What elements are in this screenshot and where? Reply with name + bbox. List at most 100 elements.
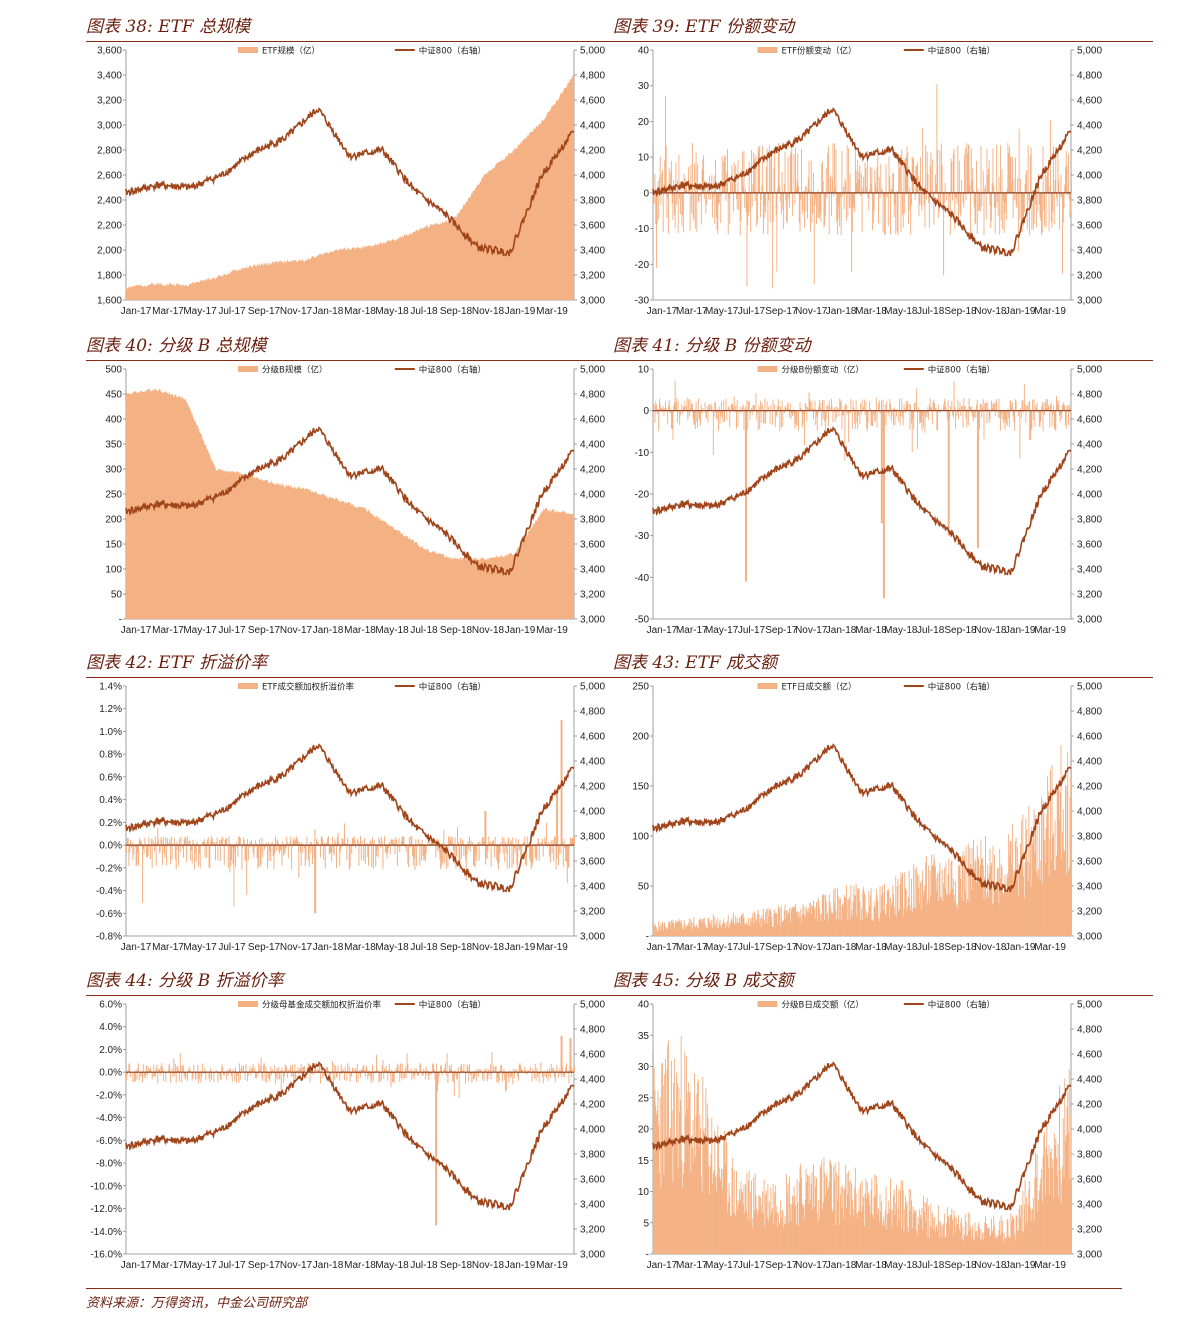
- bar: [479, 1068, 481, 1073]
- bar: [303, 845, 305, 849]
- bar: [817, 1221, 819, 1254]
- bar: [746, 1172, 748, 1254]
- bar: [916, 388, 918, 411]
- x-tick-label: Jan-17: [647, 942, 678, 953]
- bar: [1057, 404, 1059, 411]
- bar: [313, 1072, 315, 1074]
- chart-39-svg: -30-20-100102030403,0003,2003,4003,6003,…: [635, 46, 1103, 318]
- bar: [869, 1205, 871, 1254]
- left-tick-label: 200: [632, 732, 649, 743]
- bar: [1066, 165, 1068, 193]
- bar: [468, 1072, 470, 1082]
- bar: [865, 917, 867, 936]
- bar: [772, 399, 774, 411]
- bar: [549, 1072, 551, 1078]
- bar: [762, 908, 764, 936]
- bar: [784, 904, 786, 936]
- bar: [833, 192, 835, 197]
- bar: [1017, 1230, 1019, 1254]
- bar: [392, 1072, 394, 1082]
- bar: [1025, 1225, 1027, 1254]
- bar: [830, 907, 832, 936]
- bar: [804, 410, 805, 446]
- bar: [715, 924, 717, 936]
- bar: [863, 176, 865, 193]
- bar: [571, 837, 573, 846]
- bar: [1062, 1118, 1064, 1254]
- bar: [286, 1067, 288, 1073]
- bar: [876, 166, 878, 193]
- bar: [202, 1063, 204, 1073]
- bar: [728, 406, 730, 411]
- bar: [774, 410, 776, 427]
- bar: [1017, 1230, 1019, 1254]
- bar: [1004, 1239, 1006, 1254]
- bar: [425, 845, 427, 854]
- bar: [849, 918, 851, 936]
- bar: [430, 836, 432, 846]
- bar: [900, 1180, 902, 1254]
- bar: [1023, 192, 1025, 226]
- bar: [768, 406, 770, 411]
- bar: [730, 922, 731, 936]
- left-tick-label: -0.8%: [96, 932, 122, 943]
- bar: [874, 901, 876, 936]
- bar: [461, 839, 463, 846]
- bar: [957, 145, 959, 193]
- bar: [934, 408, 936, 411]
- bar: [716, 192, 718, 230]
- bar: [780, 1200, 782, 1254]
- bar: [842, 1185, 844, 1254]
- bar: [263, 1063, 265, 1073]
- bar: [709, 1194, 711, 1254]
- bar: [240, 1068, 242, 1073]
- bar: [989, 410, 991, 420]
- bar: [925, 856, 927, 936]
- bar: [783, 1227, 785, 1254]
- bar: [853, 1217, 855, 1254]
- bar: [938, 1220, 940, 1254]
- bar: [747, 1180, 749, 1254]
- bar: [1005, 192, 1007, 220]
- bar: [400, 840, 402, 846]
- bar: [746, 923, 748, 936]
- bar: [828, 1180, 830, 1254]
- left-tick-label: 1,600: [97, 296, 122, 307]
- bar: [691, 142, 693, 193]
- bar: [805, 1168, 807, 1254]
- bar: [749, 1221, 751, 1254]
- bar: [139, 840, 141, 846]
- bar: [875, 888, 877, 936]
- bar: [459, 845, 461, 870]
- bar: [774, 1185, 776, 1254]
- bar: [871, 919, 873, 936]
- legend-swatch-bar: [238, 366, 258, 372]
- bar: [1032, 192, 1034, 230]
- bar: [384, 1069, 386, 1073]
- bar: [397, 845, 399, 848]
- left-tick-label: -16.0%: [90, 1250, 122, 1261]
- bar: [1057, 1143, 1059, 1254]
- bar: [662, 930, 664, 936]
- bar: [813, 1206, 815, 1254]
- bar: [382, 845, 384, 869]
- bar-spike: [314, 845, 317, 914]
- bar: [687, 924, 689, 936]
- bar: [783, 184, 785, 193]
- bar: [799, 1167, 801, 1254]
- bar: [1021, 1231, 1023, 1254]
- bar: [467, 1066, 469, 1073]
- bar: [735, 405, 737, 411]
- bar: [1040, 410, 1042, 422]
- bar: [910, 192, 912, 235]
- bar: [346, 845, 348, 861]
- bar: [833, 889, 835, 936]
- bar: [450, 836, 452, 846]
- bar: [182, 1065, 184, 1073]
- area-series: [126, 74, 574, 300]
- bar: [753, 911, 755, 936]
- bar: [811, 400, 813, 411]
- bar: [809, 398, 811, 411]
- bar: [315, 1066, 317, 1073]
- bar: [845, 1165, 847, 1254]
